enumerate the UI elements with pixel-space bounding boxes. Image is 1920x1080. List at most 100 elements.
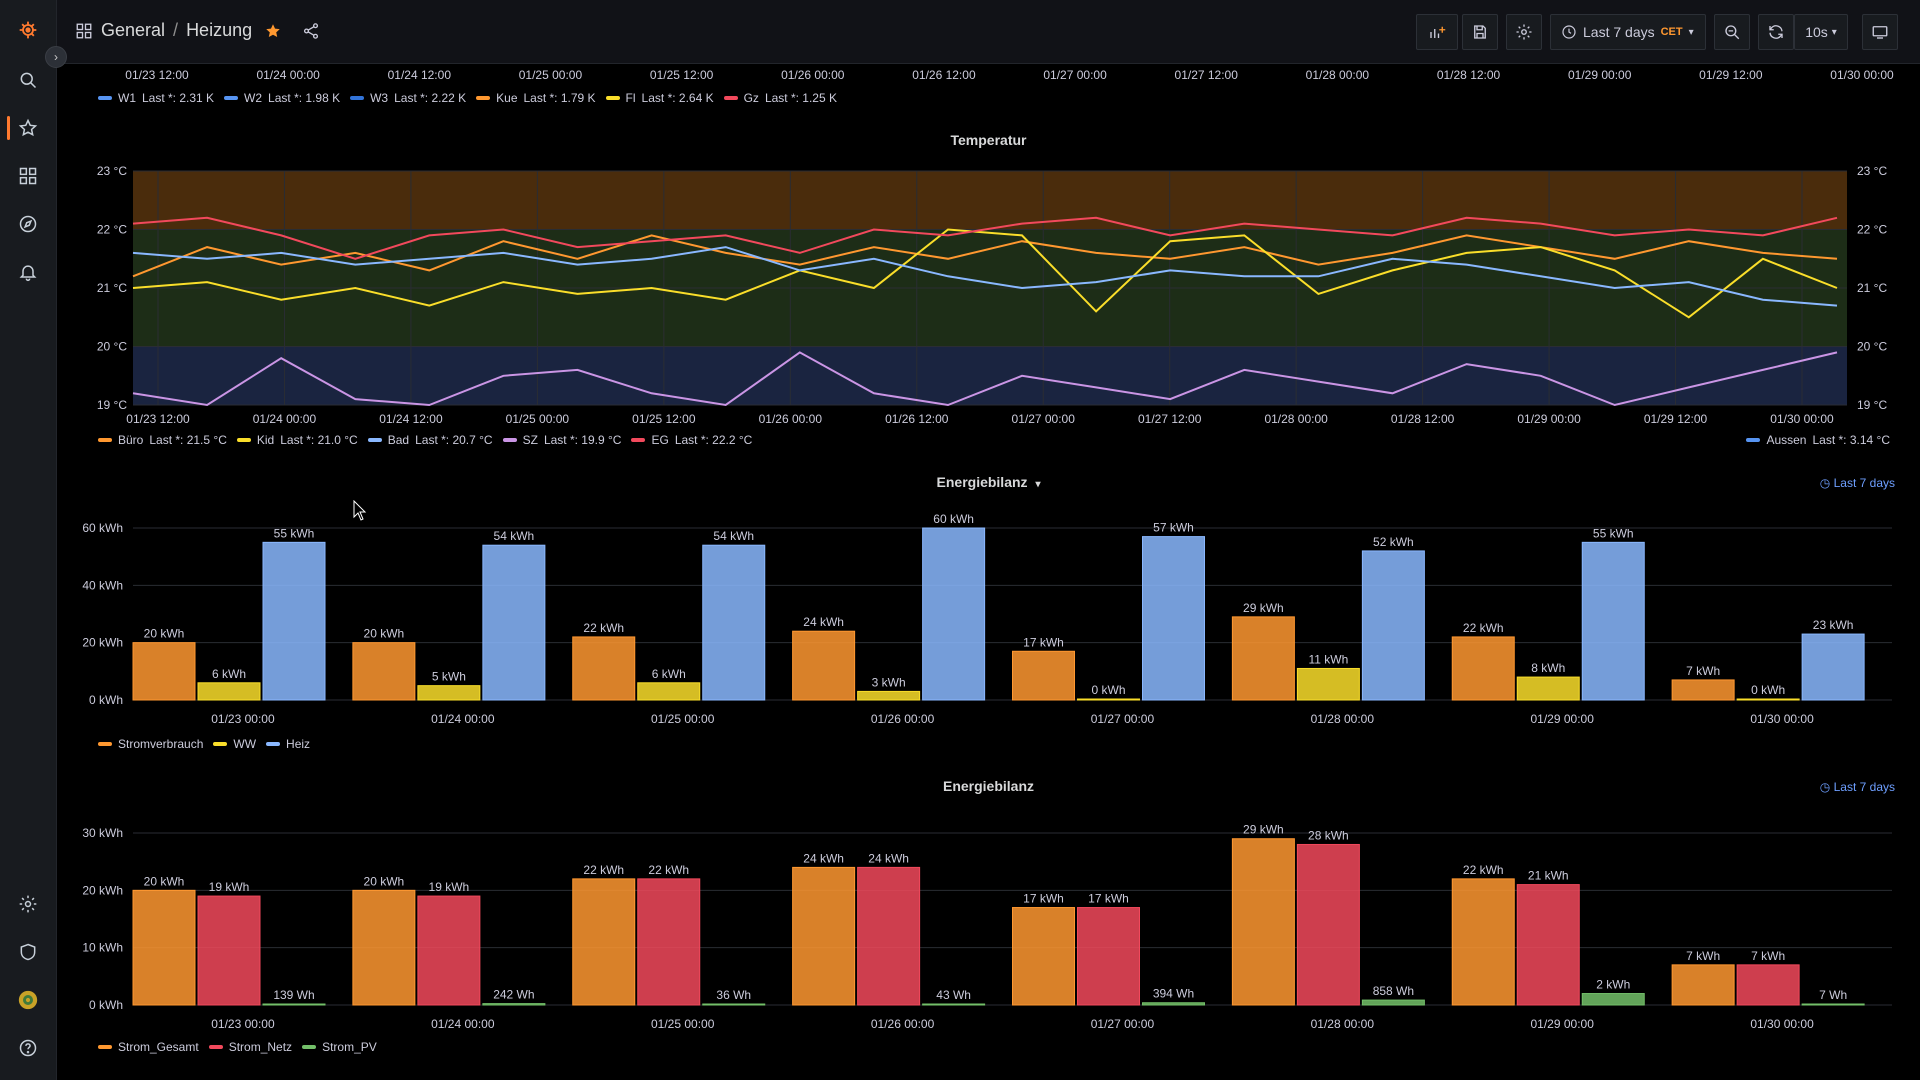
refresh-button[interactable]	[1758, 14, 1794, 50]
grafana-logo-icon[interactable]	[16, 18, 40, 42]
bar-strom_netz[interactable]	[1736, 964, 1800, 1006]
legend-item-fl[interactable]: Fl Last *: 2.64 K	[605, 91, 714, 105]
panel-title-temperatur[interactable]: Temperatur	[950, 132, 1027, 148]
legend-item-ww[interactable]: WW	[213, 737, 256, 751]
bar-strom_gesamt[interactable]	[572, 878, 636, 1006]
bar-ww[interactable]	[197, 682, 261, 701]
legend-item-kue[interactable]: Kue Last *: 1.79 K	[476, 91, 596, 105]
breadcrumb-folder[interactable]: General	[101, 20, 166, 40]
bar-strom_pv[interactable]	[1142, 1002, 1205, 1006]
cycle-view-mode-button[interactable]	[1862, 14, 1898, 50]
bar-stromverbrauch[interactable]	[1231, 616, 1295, 701]
bar-ww[interactable]	[857, 690, 921, 701]
refresh-interval-picker[interactable]: 10s ▾	[1794, 14, 1848, 50]
alerting-bell-icon[interactable]	[16, 260, 40, 284]
bar-strom_pv[interactable]	[262, 1003, 326, 1006]
bar-heiz[interactable]	[262, 541, 326, 701]
configuration-gear-icon[interactable]	[16, 892, 40, 916]
bar-strom_pv[interactable]	[922, 1003, 986, 1006]
bar-strom_gesamt[interactable]	[792, 866, 856, 1006]
bar-ww[interactable]	[637, 682, 701, 701]
explore-icon[interactable]	[16, 212, 40, 236]
bar-strom_netz[interactable]	[197, 895, 261, 1006]
y-tick-label: 0 kWh	[89, 693, 123, 707]
bar-strom_pv[interactable]	[1581, 993, 1645, 1006]
bar-ww[interactable]	[1077, 698, 1140, 701]
bar-stromverbrauch[interactable]	[352, 642, 416, 701]
bar-heiz[interactable]	[482, 544, 546, 701]
legend-item-w1[interactable]: W1 Last *: 2.31 K	[98, 91, 214, 105]
bar-strom_pv[interactable]	[482, 1003, 546, 1006]
bar-strom_netz[interactable]	[637, 878, 701, 1006]
bar-ww[interactable]	[1296, 667, 1360, 701]
dashboards-icon[interactable]	[16, 164, 40, 188]
bar-heiz[interactable]	[922, 527, 986, 701]
energie-bar-chart-2[interactable]: 0 kWh 10 kWh 20 kWh 30 kWh 01/23 00:00 20 kWh…	[57, 815, 1920, 1035]
bar-strom_gesamt[interactable]	[352, 889, 416, 1006]
panel-title-energiebilanz-1[interactable]: Energiebilanz ▾	[57, 474, 1920, 490]
bar-strom_gesamt[interactable]	[1451, 878, 1515, 1006]
bar-strom_gesamt[interactable]	[1231, 838, 1295, 1006]
legend-item-stromverbrauch[interactable]: Stromverbrauch	[98, 737, 203, 751]
sidebar-expand-chevron-icon[interactable]: ›	[45, 46, 67, 68]
bar-strom_netz[interactable]	[1516, 884, 1580, 1006]
energie-bar-chart-1[interactable]: 0 kWh 20 kWh 40 kWh 60 kWh 01/23 00:00 20 kWh…	[57, 510, 1920, 730]
bar-ww[interactable]	[1736, 698, 1800, 701]
legend-item-strom_pv[interactable]: Strom_PV	[302, 1040, 377, 1054]
panel-title-energiebilanz-2[interactable]: Energiebilanz	[942, 778, 1035, 794]
search-icon[interactable]	[16, 68, 40, 92]
bar-stromverbrauch[interactable]	[572, 636, 636, 701]
legend-item-eg[interactable]: EG Last *: 22.2 °C	[631, 433, 752, 447]
user-avatar[interactable]	[16, 988, 40, 1012]
save-dashboard-button[interactable]	[1462, 14, 1498, 50]
help-icon[interactable]	[16, 1036, 40, 1060]
legend-item-büro[interactable]: Büro Last *: 21.5 °C	[98, 433, 227, 447]
bar-stromverbrauch[interactable]	[792, 630, 856, 701]
bar-heiz[interactable]	[702, 544, 766, 701]
temperature-line-chart[interactable]: 23 °C 23 °C 22 °C 22 °C 21 °C 21 °C 20 °C 20 °C…	[57, 155, 1920, 435]
bar-stromverbrauch[interactable]	[1012, 650, 1075, 701]
legend-item-sz[interactable]: SZ Last *: 19.9 °C	[502, 433, 621, 447]
bar-strom_netz[interactable]	[1296, 843, 1360, 1006]
dashboard-settings-button[interactable]	[1506, 14, 1542, 50]
bar-strom_gesamt[interactable]	[1671, 964, 1735, 1006]
legend-item-w2[interactable]: W2 Last *: 1.98 K	[224, 91, 340, 105]
y-tick-label: 20 kWh	[82, 636, 123, 650]
legend-item-gz[interactable]: Gz Last *: 1.25 K	[723, 91, 837, 105]
legend-item-strom_netz[interactable]: Strom_Netz	[208, 1040, 292, 1054]
bar-ww[interactable]	[417, 685, 481, 701]
bar-strom_netz[interactable]	[1077, 907, 1140, 1006]
bar-strom_pv[interactable]	[1361, 999, 1425, 1006]
bar-strom_gesamt[interactable]	[132, 889, 196, 1006]
legend-item-w3[interactable]: W3 Last *: 2.22 K	[350, 91, 466, 105]
star-favorite-icon[interactable]	[264, 22, 282, 40]
legend-series-name: Kue	[496, 91, 518, 105]
legend-last-value: Last *: 21.5 °C	[149, 433, 227, 447]
legend-item-heiz[interactable]: Heiz	[266, 737, 310, 751]
bar-strom_gesamt[interactable]	[1012, 907, 1075, 1006]
add-panel-button[interactable]	[1416, 14, 1458, 50]
legend-item-aussen[interactable]: Aussen Last *: 3.14 °C	[1746, 433, 1890, 447]
legend-item-bad[interactable]: Bad Last *: 20.7 °C	[367, 433, 493, 447]
bar-stromverbrauch[interactable]	[1451, 636, 1515, 701]
bar-strom_pv[interactable]	[1801, 1003, 1865, 1006]
bar-ww[interactable]	[1516, 676, 1580, 701]
legend-item-kid[interactable]: Kid Last *: 21.0 °C	[236, 433, 358, 447]
server-admin-shield-icon[interactable]	[16, 940, 40, 964]
bar-strom_netz[interactable]	[857, 866, 921, 1006]
bar-heiz[interactable]	[1142, 536, 1205, 701]
bar-heiz[interactable]	[1361, 550, 1425, 701]
time-picker-button[interactable]: Last 7 days CET ▾	[1550, 14, 1706, 50]
bar-strom_pv[interactable]	[702, 1003, 766, 1006]
bar-stromverbrauch[interactable]	[132, 642, 196, 701]
bar-heiz[interactable]	[1801, 633, 1865, 701]
starred-icon[interactable]	[16, 116, 40, 140]
bar-stromverbrauch[interactable]	[1671, 679, 1735, 701]
bar-strom_netz[interactable]	[417, 895, 481, 1006]
bar-heiz[interactable]	[1581, 541, 1645, 701]
legend-item-strom_gesamt[interactable]: Strom_Gesamt	[98, 1040, 199, 1054]
breadcrumb-dashboard-title[interactable]: Heizung	[186, 20, 253, 40]
share-icon[interactable]	[302, 22, 320, 40]
zoom-out-button[interactable]	[1714, 14, 1750, 50]
time-badge-label: Last 7 days	[1833, 780, 1895, 794]
